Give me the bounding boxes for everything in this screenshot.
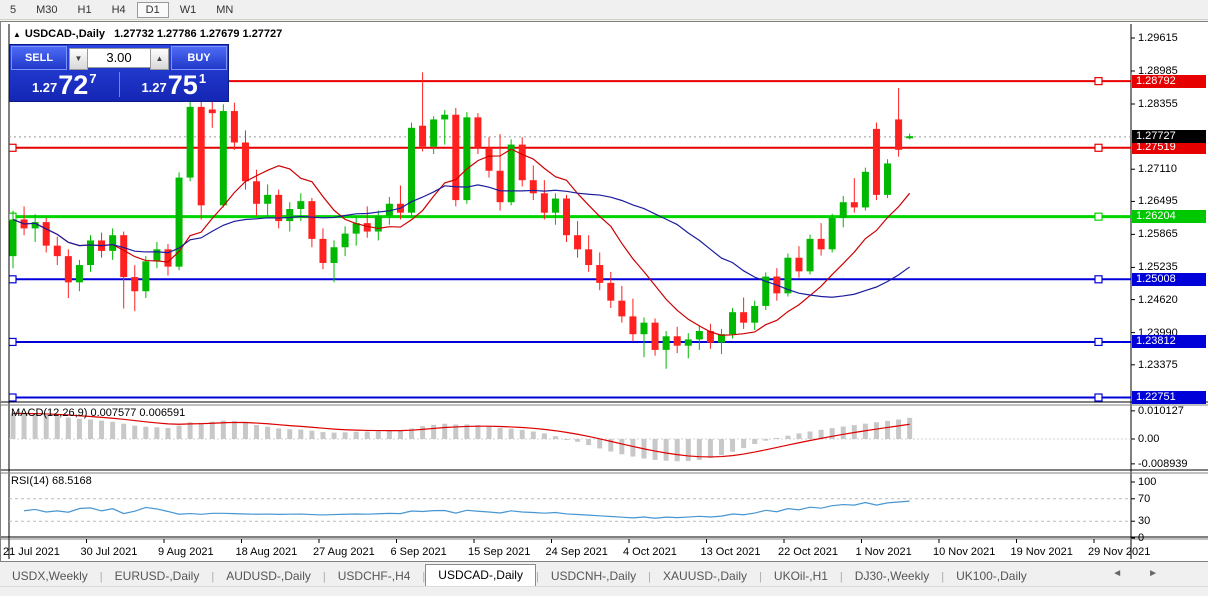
sell-price-pip: 7 xyxy=(89,71,97,86)
collapse-arrow-icon[interactable]: ▲ xyxy=(13,30,21,39)
rsi-axis-label: 30 xyxy=(1138,515,1151,528)
sell-price[interactable]: 1.27 72 7 xyxy=(10,70,119,99)
level-price-label: 1.27519 xyxy=(1132,141,1206,155)
macd-indicator-label: MACD(12,26,9) 0.007577 0.006591 xyxy=(11,407,186,419)
chart-tab-ukoil-h1[interactable]: UKOil-,H1 xyxy=(773,569,828,583)
price-tick-label: 1.28355 xyxy=(1138,97,1178,110)
date-axis-label: 15 Sep 2021 xyxy=(468,546,531,558)
date-axis-label: 10 Nov 2021 xyxy=(933,546,996,558)
chart-canvas xyxy=(1,24,1208,559)
buy-price-main: 75 xyxy=(167,70,198,100)
one-click-trade-panel: SELL ▼ 3.00 ▲ BUY 1.27 72 7 1.27 75 xyxy=(9,44,229,102)
level-price-label: 1.25008 xyxy=(1132,272,1206,286)
chart-tab-bar: USDX,Weekly | EURUSD-,Daily | AUDUSD-,Daily |… xyxy=(0,561,1208,587)
date-axis-label: 13 Oct 2021 xyxy=(700,546,761,558)
level-price-label: 1.23812 xyxy=(1132,335,1206,349)
chart-tab-audusd-daily[interactable]: AUDUSD-,Daily xyxy=(226,569,311,583)
sell-button[interactable]: SELL xyxy=(11,46,67,70)
tab-separator: | xyxy=(99,571,103,583)
date-axis-label: 22 Oct 2021 xyxy=(778,546,838,558)
date-axis-label: 1 Nov 2021 xyxy=(855,546,912,558)
timeframe-button-m30[interactable]: M30 xyxy=(36,3,58,16)
tab-separator: | xyxy=(211,571,215,583)
tab-separator: | xyxy=(648,571,652,583)
current-price-label: 1.27727 xyxy=(1132,130,1206,144)
chart-window: ▲ USDCAD-,Daily 1.27732 1.27786 1.27679 1… xyxy=(0,21,1208,562)
buy-price[interactable]: 1.27 75 1 xyxy=(120,70,229,99)
rsi-axis-label: 100 xyxy=(1138,476,1157,488)
volume-stepper: ▼ 3.00 ▲ xyxy=(69,48,169,70)
tab-separator: | xyxy=(322,571,326,583)
chart-tab-eurusd-daily[interactable]: EURUSD-,Daily xyxy=(114,569,200,583)
macd-axis-label: 0.010127 xyxy=(1138,404,1184,417)
chart-tab-usdx-weekly[interactable]: USDX,Weekly xyxy=(12,569,88,583)
price-tick-label: 1.29615 xyxy=(1138,32,1178,44)
chart-tab-usdchf-h4[interactable]: USDCHF-,H4 xyxy=(337,569,411,583)
price-tick-label: 1.24620 xyxy=(1138,293,1178,306)
sell-price-prefix: 1.27 xyxy=(31,80,58,95)
ohlc-values: 1.27732 1.27786 1.27679 1.27727 xyxy=(114,28,283,40)
buy-price-pip: 1 xyxy=(198,71,207,86)
buy-button[interactable]: BUY xyxy=(171,46,227,70)
rsi-axis-label: 0 xyxy=(1138,532,1145,544)
volume-input[interactable]: 3.00 xyxy=(88,48,150,68)
price-tick-label: 1.28985 xyxy=(1138,64,1178,77)
chart-tab-xauusd-daily[interactable]: XAUUSD-,Daily xyxy=(663,569,748,583)
price-tick-label: 1.27110 xyxy=(1138,163,1177,176)
chart-title: ▲ USDCAD-,Daily 1.27732 1.27786 1.27679 1… xyxy=(13,28,282,40)
date-axis-label: 27 Aug 2021 xyxy=(313,546,375,558)
tab-scroll-arrows: ◄► xyxy=(1112,568,1184,579)
date-axis-label: 24 Sep 2021 xyxy=(545,546,608,558)
tab-separator: | xyxy=(422,571,426,583)
timeframe-button-mn[interactable]: MN xyxy=(216,3,234,16)
timeframe-button-h1[interactable]: H1 xyxy=(77,3,92,16)
price-tick-label: 1.23375 xyxy=(1138,358,1178,371)
macd-axis-label: 0.00 xyxy=(1138,433,1160,445)
chart-tab-uk100-daily[interactable]: UK100-,Daily xyxy=(956,569,1027,583)
date-axis-label: 9 Aug 2021 xyxy=(158,546,214,558)
tab-separator: | xyxy=(941,571,945,583)
level-price-label: 1.26204 xyxy=(1132,210,1206,224)
date-axis-label: 21 Jul 2021 xyxy=(3,546,60,558)
price-divider xyxy=(118,72,120,97)
rsi-axis-label: 70 xyxy=(1138,492,1151,505)
rsi-indicator-label: RSI(14) 68.5168 xyxy=(11,475,92,487)
status-strip xyxy=(0,586,1208,596)
tab-separator: | xyxy=(535,571,539,583)
price-tick-label: 1.25865 xyxy=(1138,228,1178,241)
tab-separator: | xyxy=(759,571,762,583)
tab-separator: | xyxy=(839,571,843,583)
level-price-label: 1.28792 xyxy=(1132,74,1206,88)
chart-tab-usdcad-daily[interactable]: USDCAD-,Daily xyxy=(425,564,536,587)
chart-tab-usdcnh-daily[interactable]: USDCNH-,Daily xyxy=(550,569,637,583)
chart-tab-dj30-weekly[interactable]: DJ30-,Weekly xyxy=(854,569,930,583)
date-axis-label: 29 Nov 2021 xyxy=(1088,546,1151,558)
timeframe-toolbar: 5 M30 H1 H4 D1 W1 MN xyxy=(0,0,1208,20)
buy-price-prefix: 1.27 xyxy=(141,80,167,95)
date-axis-label: 18 Aug 2021 xyxy=(235,546,298,558)
date-axis-label: 6 Sep 2021 xyxy=(390,546,447,558)
timeframe-button-h4[interactable]: H4 xyxy=(111,3,126,16)
macd-axis-label: -0.008939 xyxy=(1138,457,1188,470)
timeframe-button-d1[interactable]: D1 xyxy=(136,1,169,18)
date-axis-label: 4 Oct 2021 xyxy=(623,546,677,558)
date-axis-label: 19 Nov 2021 xyxy=(1010,546,1073,558)
volume-increase-button[interactable]: ▲ xyxy=(150,48,169,70)
symbol-period-label: USDCAD-,Daily xyxy=(24,28,105,40)
level-price-label: 1.22751 xyxy=(1132,391,1206,404)
date-axis-label: 30 Jul 2021 xyxy=(80,546,138,558)
price-tick-label: 1.26495 xyxy=(1138,195,1178,208)
volume-decrease-button[interactable]: ▼ xyxy=(69,48,88,70)
timeframe-button-w1[interactable]: W1 xyxy=(179,3,197,16)
timeframe-button-5[interactable]: 5 xyxy=(10,3,17,16)
sell-price-main: 72 xyxy=(58,70,89,100)
price-tick-label: 1.25235 xyxy=(1138,261,1178,274)
